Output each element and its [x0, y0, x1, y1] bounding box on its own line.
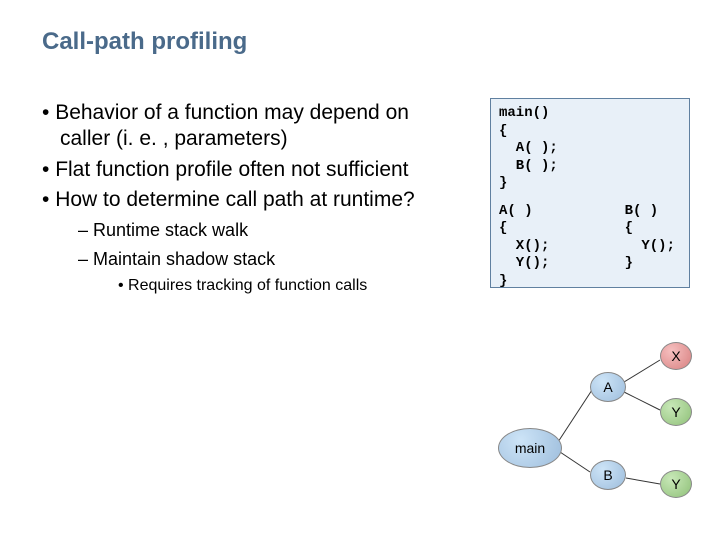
node-y2: Y: [660, 470, 692, 498]
slide-title: Call-path profiling: [42, 28, 247, 56]
node-b: B: [590, 460, 626, 490]
bullet-item: How to determine call path at runtime?: [42, 187, 462, 213]
code-a: A( ) { X(); Y(); }: [499, 203, 549, 291]
node-y1: Y: [660, 398, 692, 426]
code-main: main() { A( ); B( ); }: [499, 105, 681, 193]
edge: [558, 390, 592, 442]
content-block: Behavior of a function may depend on cal…: [42, 100, 462, 296]
bullet-item: Flat function profile often not sufficie…: [42, 157, 462, 183]
bullet-item: Runtime stack walk: [42, 219, 462, 242]
node-main: main: [498, 428, 562, 468]
edge: [624, 360, 660, 382]
bullet-item: Behavior of a function may depend on cal…: [42, 100, 462, 153]
edge: [624, 392, 660, 410]
code-box: main() { A( ); B( ); } A( ) { X(); Y(); …: [490, 98, 690, 288]
node-x: X: [660, 342, 692, 370]
edge: [560, 452, 590, 472]
node-a: A: [590, 372, 626, 402]
edge: [626, 478, 660, 484]
bullet-item: Maintain shadow stack: [42, 248, 462, 271]
code-b: B( ) { Y(); }: [625, 203, 675, 273]
bullet-item: Requires tracking of function calls: [42, 276, 462, 296]
